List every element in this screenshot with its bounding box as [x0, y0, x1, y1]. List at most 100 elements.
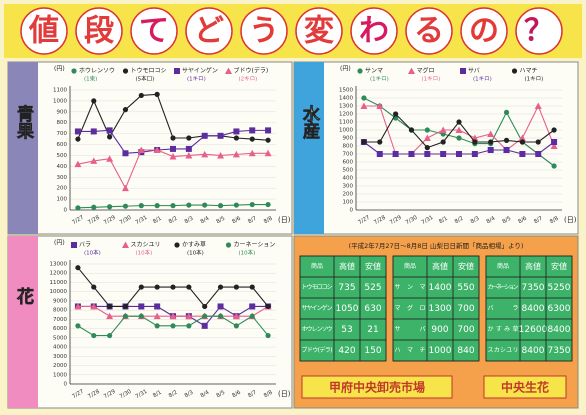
marker	[122, 241, 129, 248]
marker	[75, 205, 81, 211]
table-text: 12600	[519, 325, 548, 335]
marker	[519, 139, 525, 145]
marker	[265, 137, 271, 143]
marker	[217, 151, 225, 159]
y-tick-label: 12000	[50, 271, 68, 277]
x-tick-label: 7/28	[87, 214, 101, 226]
title-circle	[405, 7, 453, 55]
marker	[154, 203, 160, 209]
table-text: 7350	[522, 283, 545, 293]
table-text: 高値	[432, 261, 448, 271]
x-unit: (日)	[278, 216, 291, 224]
marker	[460, 68, 466, 74]
marker	[456, 151, 462, 157]
marker	[518, 134, 526, 141]
x-tick-label: 8/8	[263, 389, 274, 399]
title-char: る	[414, 14, 444, 49]
marker	[186, 202, 192, 208]
table-text: 1050	[336, 304, 359, 314]
x-tick-label: 7/31	[135, 389, 149, 400]
x-tick-label: 7/27	[71, 214, 85, 226]
marker	[471, 151, 478, 157]
marker	[170, 203, 176, 209]
marker	[75, 323, 81, 329]
legend-unit: (10本)	[239, 249, 256, 257]
marker	[424, 151, 431, 157]
marker	[186, 284, 192, 290]
marker	[154, 91, 160, 97]
table-text: 8400	[522, 346, 545, 356]
marker	[472, 139, 478, 145]
y-tick-label: 700	[57, 131, 68, 137]
marker	[201, 322, 208, 329]
x-tick-label: 8/5	[215, 389, 226, 399]
marker	[265, 201, 271, 208]
title-circle	[75, 7, 123, 55]
marker	[90, 128, 97, 135]
marker	[265, 303, 271, 310]
marker	[249, 136, 255, 142]
y-tick-label: 10000	[50, 289, 68, 295]
table-text: スカシユリ	[488, 347, 519, 354]
marker	[456, 135, 462, 141]
market-name: 甲府中央卸売市場	[329, 380, 425, 395]
legend-name: マグロ	[417, 67, 435, 75]
marker	[503, 109, 510, 115]
table-cell	[545, 339, 573, 362]
x-tick-label: 8/1	[152, 216, 163, 226]
x-tick-label: 8/2	[454, 216, 465, 226]
x-tick-label: 8/2	[168, 216, 179, 226]
legend-unit: (2キロ)	[239, 77, 258, 83]
strip-produce	[8, 62, 38, 234]
y-tick-label: 700	[343, 152, 354, 158]
y-tick-label: 400	[57, 164, 68, 170]
y-tick-label: 0	[64, 382, 68, 388]
table-text: サンマ	[395, 284, 426, 291]
marker	[376, 102, 384, 109]
legend-name: かすみ草	[182, 241, 206, 249]
section-label: 水産	[299, 104, 321, 140]
table-text: 21	[367, 325, 378, 335]
table-text: 700	[457, 325, 474, 335]
x-tick-label: 8/2	[168, 390, 179, 400]
strip-flowers	[8, 236, 38, 408]
table-text: 安値	[551, 261, 567, 271]
y-tick-label: 1000	[53, 98, 67, 104]
marker	[217, 313, 224, 319]
title-char: ？	[524, 14, 554, 49]
title-char: 段	[84, 14, 115, 49]
y-unit: (円)	[54, 240, 65, 247]
y-tick-label: 200	[343, 192, 354, 198]
legend-unit: (1キロ)	[473, 77, 492, 83]
title-char: わ	[359, 14, 389, 49]
marker	[154, 303, 161, 310]
x-tick-label: 8/5	[501, 215, 512, 225]
x-tick-label: 7/29	[103, 214, 117, 226]
y-tick-label: 2000	[53, 363, 67, 369]
table-text: 6300	[548, 304, 571, 314]
y-tick-label: 0	[350, 208, 354, 214]
x-tick-label: 8/1	[152, 390, 163, 400]
table-text: 安値	[365, 261, 381, 271]
marker	[487, 130, 495, 137]
marker	[392, 151, 399, 157]
table-bg	[392, 255, 480, 362]
marker	[138, 203, 144, 209]
marker	[248, 149, 256, 157]
y-tick-label: 900	[343, 136, 354, 142]
table-text: ブドウ(デラ)	[302, 346, 333, 354]
marker	[122, 313, 129, 319]
marker	[487, 147, 494, 153]
title-circle	[460, 7, 508, 55]
y-tick-label: 1100	[53, 88, 67, 94]
marker	[106, 155, 114, 162]
marker	[170, 323, 176, 329]
table-text: マグロ	[395, 304, 426, 312]
marker	[91, 332, 97, 339]
panel-seafood	[293, 61, 579, 235]
x-tick-label: 8/7	[247, 215, 258, 225]
marker	[232, 312, 240, 320]
marker	[233, 128, 240, 135]
y-tick-label: 400	[343, 176, 354, 182]
legend-name: スカシユリ	[131, 242, 161, 249]
